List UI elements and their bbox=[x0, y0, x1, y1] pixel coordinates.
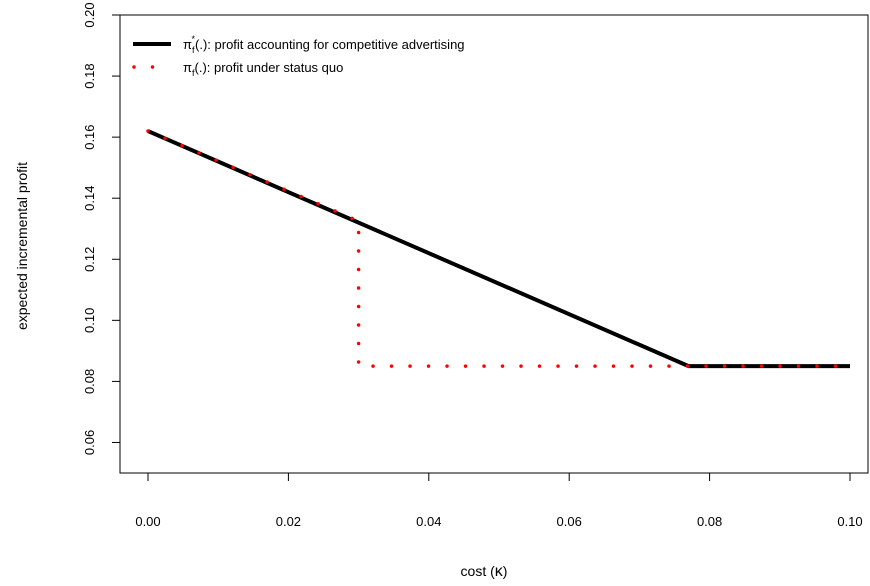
legend: πf*(.): profit accounting for competitiv… bbox=[132, 34, 465, 78]
y-axis-label: expected incremental profit bbox=[14, 162, 30, 330]
y-tick-label: 0.14 bbox=[82, 186, 97, 211]
y-tick-label: 0.20 bbox=[82, 2, 97, 27]
x-tick-label: 0.06 bbox=[557, 514, 582, 529]
x-tick-label: 0.04 bbox=[416, 514, 441, 529]
y-tick-label: 0.12 bbox=[82, 247, 97, 272]
x-tick-label: 0.00 bbox=[135, 514, 160, 529]
x-tick-label: 0.10 bbox=[837, 514, 862, 529]
y-tick-label: 0.06 bbox=[82, 430, 97, 455]
series-competitive-line bbox=[147, 129, 850, 369]
legend-label: πf*(.): profit accounting for competitiv… bbox=[183, 34, 465, 55]
y-tick-label: 0.18 bbox=[82, 63, 97, 88]
legend-label: πf(.): profit under status quo bbox=[183, 60, 343, 78]
x-tick-label: 0.02 bbox=[276, 514, 301, 529]
axes: 0.00 0.02 0.04 0.06 0.08 0.10 0.06 0.08 0.10 0.12… bbox=[82, 2, 869, 529]
y-tick-label: 0.16 bbox=[82, 124, 97, 149]
plot-frame bbox=[119, 14, 869, 474]
x-axis-label: cost (κ) bbox=[461, 563, 508, 580]
legend-item-status-quo: πf(.): profit under status quo bbox=[132, 60, 343, 78]
series-status-quo-line bbox=[146, 129, 852, 368]
legend-item-competitive: πf*(.): profit accounting for competitiv… bbox=[133, 34, 465, 55]
series-layer bbox=[146, 129, 852, 369]
x-tick-label: 0.08 bbox=[697, 514, 722, 529]
y-tick-label: 0.08 bbox=[82, 369, 97, 394]
y-tick-label: 0.10 bbox=[82, 308, 97, 333]
